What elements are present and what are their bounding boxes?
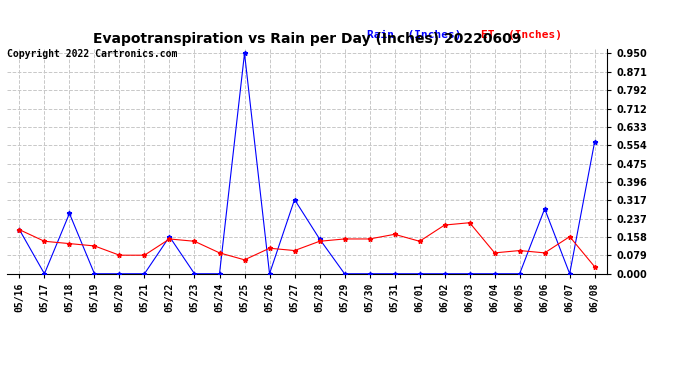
Text: Rain  (Inches): Rain (Inches) xyxy=(367,30,462,40)
Text: Copyright 2022 Cartronics.com: Copyright 2022 Cartronics.com xyxy=(7,49,177,59)
Text: ET  (Inches): ET (Inches) xyxy=(481,30,562,40)
Title: Evapotranspiration vs Rain per Day (Inches) 20220609: Evapotranspiration vs Rain per Day (Inch… xyxy=(93,32,521,46)
